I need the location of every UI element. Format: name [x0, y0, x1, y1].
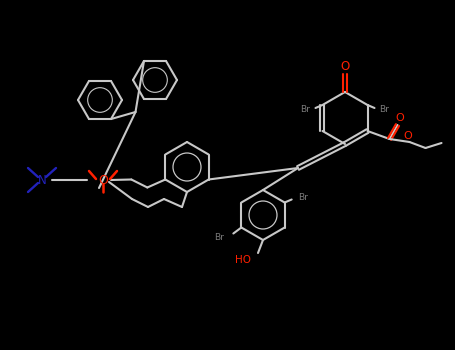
Text: Br: Br	[379, 105, 389, 113]
Text: N: N	[38, 174, 46, 187]
Text: Br: Br	[301, 105, 310, 113]
Text: O: O	[340, 61, 349, 74]
Text: HO: HO	[235, 255, 251, 265]
Text: O: O	[98, 174, 108, 187]
Text: O: O	[403, 131, 412, 141]
Text: Br: Br	[214, 233, 224, 242]
Text: O: O	[395, 113, 404, 123]
Text: Br: Br	[298, 193, 308, 202]
